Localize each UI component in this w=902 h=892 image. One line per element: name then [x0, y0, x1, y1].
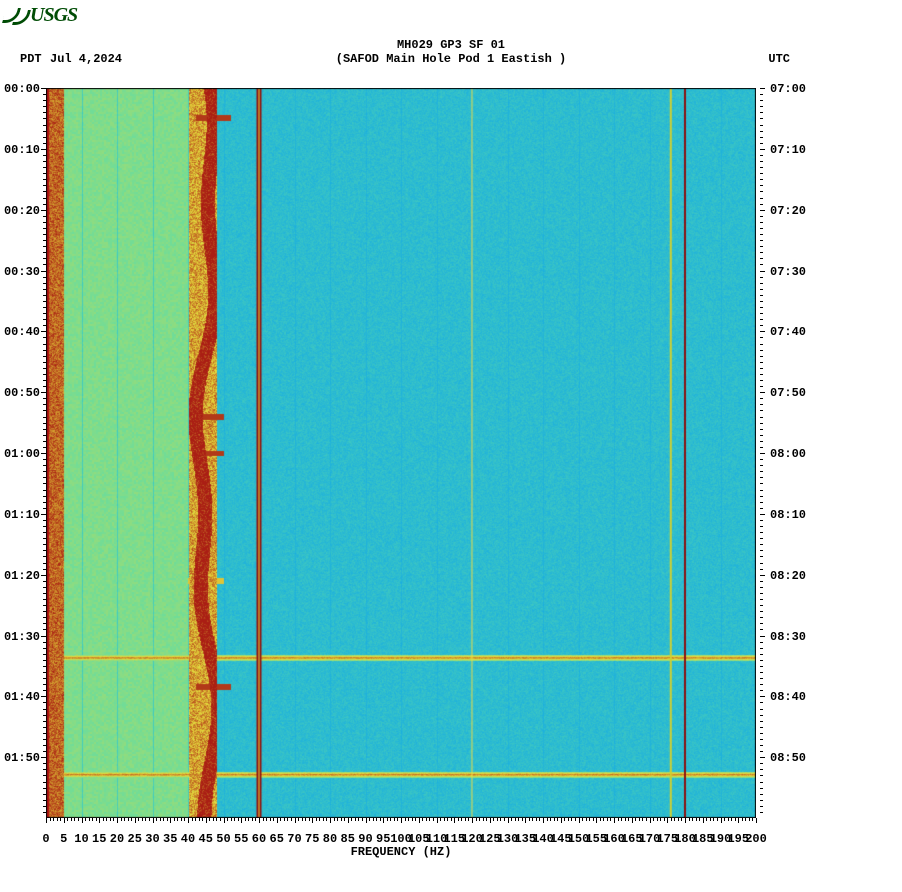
timezone-left-label: PDT — [20, 52, 42, 66]
y-left-tick-label: 01:10 — [4, 508, 40, 522]
x-tick-label: 90 — [358, 832, 372, 846]
x-tick-label: 25 — [128, 832, 142, 846]
y-left-tick-label: 01:30 — [4, 630, 40, 644]
y-right-tick-label: 07:10 — [770, 143, 806, 157]
spectrogram-plot — [46, 88, 756, 818]
y-left-tick-label: 00:30 — [4, 265, 40, 279]
x-tick-label: 15 — [92, 832, 106, 846]
x-tick-label: 65 — [270, 832, 284, 846]
x-tick-label: 70 — [287, 832, 301, 846]
y-axis-left: 00:0000:1000:2000:3000:4000:5001:0001:10… — [0, 88, 46, 818]
x-axis-title: FREQUENCY (HZ) — [46, 845, 756, 859]
chart-title: MH029 GP3 SF 01 (SAFOD Main Hole Pod 1 E… — [0, 38, 902, 67]
x-tick-label: 20 — [110, 832, 124, 846]
y-left-tick-label: 00:40 — [4, 325, 40, 339]
y-left-tick-label: 00:10 — [4, 143, 40, 157]
x-tick-label: 45 — [199, 832, 213, 846]
logo-text: USGS — [30, 4, 77, 27]
x-tick-label: 55 — [234, 832, 248, 846]
x-tick-label: 85 — [341, 832, 355, 846]
y-right-tick-label: 07:20 — [770, 204, 806, 218]
y-right-tick-label: 07:40 — [770, 325, 806, 339]
x-tick-label: 0 — [42, 832, 49, 846]
y-left-tick-label: 00:00 — [4, 82, 40, 96]
y-left-tick-label: 00:20 — [4, 204, 40, 218]
x-tick-label: 10 — [74, 832, 88, 846]
y-right-tick-label: 08:00 — [770, 447, 806, 461]
y-right-tick-label: 08:40 — [770, 690, 806, 704]
date-label: Jul 4,2024 — [50, 52, 122, 66]
x-tick-label: 40 — [181, 832, 195, 846]
logo-wave-icon — [4, 8, 28, 24]
x-tick-label: 200 — [745, 832, 767, 846]
y-right-tick-label: 07:50 — [770, 386, 806, 400]
y-right-tick-label: 08:30 — [770, 630, 806, 644]
y-right-tick-label: 07:30 — [770, 265, 806, 279]
timezone-right-label: UTC — [768, 52, 790, 66]
title-line-1: MH029 GP3 SF 01 — [0, 38, 902, 52]
y-left-tick-label: 01:50 — [4, 751, 40, 765]
title-line-2: (SAFOD Main Hole Pod 1 Eastish ) — [0, 52, 902, 66]
y-left-tick-label: 00:50 — [4, 386, 40, 400]
y-right-tick-label: 08:20 — [770, 569, 806, 583]
x-tick-label: 80 — [323, 832, 337, 846]
y-left-tick-label: 01:00 — [4, 447, 40, 461]
usgs-logo: USGS — [4, 4, 77, 27]
x-tick-label: 75 — [305, 832, 319, 846]
x-tick-label: 5 — [60, 832, 67, 846]
x-tick-label: 50 — [216, 832, 230, 846]
y-left-tick-label: 01:40 — [4, 690, 40, 704]
y-axis-right: 07:0007:1007:2007:3007:4007:5008:0008:10… — [760, 88, 810, 818]
x-tick-label: 95 — [376, 832, 390, 846]
x-tick-label: 30 — [145, 832, 159, 846]
x-tick-label: 35 — [163, 832, 177, 846]
y-right-tick-label: 08:50 — [770, 751, 806, 765]
y-right-tick-label: 07:00 — [770, 82, 806, 96]
x-tick-label: 60 — [252, 832, 266, 846]
spectrogram-canvas — [46, 88, 756, 818]
y-right-tick-label: 08:10 — [770, 508, 806, 522]
y-left-tick-label: 01:20 — [4, 569, 40, 583]
